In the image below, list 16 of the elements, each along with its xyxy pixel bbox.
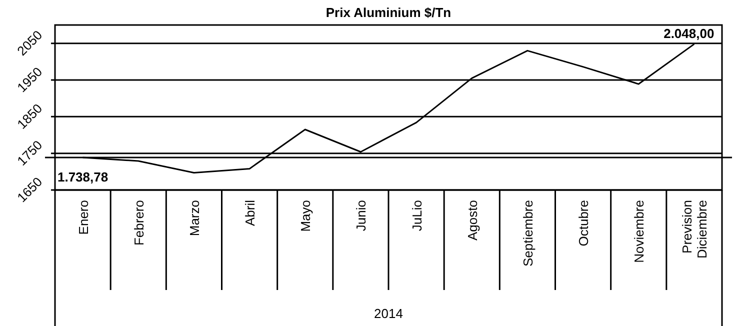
x-tick-label: Febrero bbox=[131, 200, 146, 246]
x-tick-label: Enero bbox=[76, 200, 91, 235]
x-tick-label: Noviembre bbox=[632, 200, 647, 263]
x-tick-label: Abril bbox=[242, 200, 258, 226]
x-tick-label: Marzo bbox=[186, 200, 202, 236]
data-label: 1.738,78 bbox=[57, 169, 108, 184]
x-tick-label: Septiembre bbox=[520, 200, 536, 266]
x-tick-label: Mayo bbox=[298, 200, 314, 232]
x-tick-label: JuLio bbox=[409, 200, 424, 232]
x-axis-title: 2014 bbox=[374, 306, 403, 321]
x-tick-label: Octubre bbox=[576, 200, 592, 246]
data-label: 2.048,00 bbox=[664, 26, 714, 42]
chart-title: Prix Aluminium $/Tn bbox=[326, 5, 452, 20]
x-tick-label: Junio bbox=[354, 200, 369, 232]
x-tick-label: Prevision Diciembre bbox=[680, 200, 710, 259]
x-tick-label: Agosto bbox=[464, 200, 480, 240]
